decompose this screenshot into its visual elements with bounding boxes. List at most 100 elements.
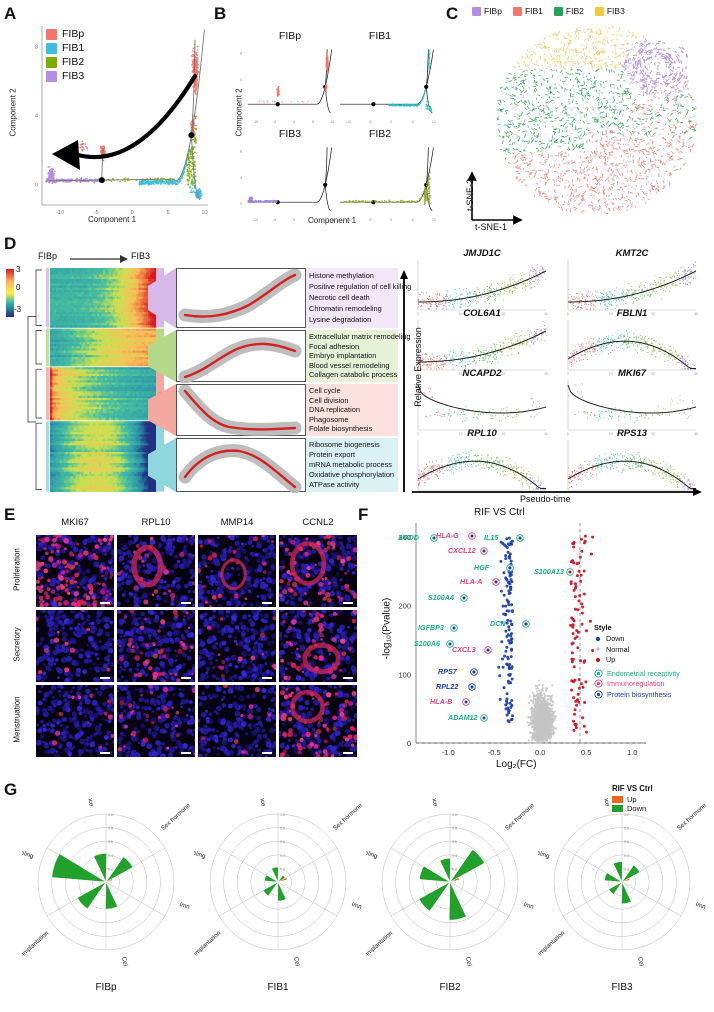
legend-label-fib3: FIB3 (606, 6, 625, 16)
panel-c-letter: C (446, 4, 459, 23)
panel-a-letter: A (4, 4, 17, 23)
svg-text:4: 4 (240, 78, 242, 82)
legend-item-up: Up (594, 655, 680, 664)
svg-text:0: 0 (390, 218, 392, 222)
immunofluorescence-image (117, 535, 195, 607)
cluster-trend-plot-3 (176, 384, 306, 436)
rose-chart-fibp: 0.20.40.60.81.0SenescenceSex hormone sig… (22, 798, 190, 966)
legend-swatch-down (612, 805, 623, 812)
gene-grid-ylabel: Relative Expression (413, 327, 423, 407)
legend-swatch-fib2 (46, 56, 57, 68)
rose-chart-fib1: 0.20.40.60.81.0SenescenceSex hormone sig… (194, 798, 362, 966)
immunofluorescence-image (36, 610, 114, 682)
pseudotime-heatmap: 1234 (27, 268, 164, 492)
scale-bar (181, 602, 191, 604)
go-term: Protein export (309, 450, 356, 460)
svg-text:10: 10 (201, 210, 207, 216)
panel-a: A -10 -5 0 5 10 0 4 8 FIBp FIB1 FIB2 FIB3 Co (0, 0, 215, 232)
panel-a-xlabel: Component 1 (88, 215, 137, 224)
legend-swatch-fib2 (553, 6, 563, 16)
volcano-gene-label: S100A13 (534, 567, 564, 576)
volcano-gene-label: HLA-G (436, 531, 459, 540)
svg-text:-10: -10 (253, 218, 258, 222)
legend-label-fib2: FIB2 (62, 56, 85, 68)
gene-plot-title: MKI67 (618, 368, 646, 379)
go-term: Necrotic cell death (309, 293, 370, 303)
panel-f-title: RIF VS Ctrl (474, 507, 525, 518)
volcano-gene-label: RPS7 (438, 667, 457, 676)
go-term: Extracellular matrix remodeling (309, 331, 411, 341)
gene-expression-grid: 0 10 20 30 0 10 20 300 10 20 30 0 10 20 300 10 20 30 0 10 20… (417, 260, 698, 491)
svg-text:10: 10 (330, 218, 334, 222)
legend-item-fibp: FIBp (46, 28, 84, 40)
rose-chart-fib3: 0.20.40.60.81.0SenescenceSex hormone sig… (538, 798, 706, 966)
legend-swatch-up (612, 796, 623, 803)
svg-text:8: 8 (35, 45, 38, 51)
scale-bar (100, 602, 110, 604)
svg-text:5: 5 (412, 120, 414, 124)
heatmap-start-label: FIBp (38, 251, 58, 261)
pseudotime-axis-arrow (412, 488, 702, 496)
rose-chart-label: FIB2 (439, 982, 461, 993)
svg-text:4: 4 (240, 176, 242, 180)
go-term: Cell division (309, 395, 349, 405)
cluster-trend-plot-1 (176, 268, 306, 328)
gene-plot-title: RPS13 (616, 428, 648, 439)
svg-text:4: 4 (35, 114, 38, 120)
cluster-trend-plot-4 (176, 438, 306, 493)
panel-f-xlabel: Log₂(FC) (496, 759, 537, 770)
immunofluorescence-image (36, 685, 114, 757)
svg-text:0: 0 (390, 120, 392, 124)
immunofluorescence-image (279, 610, 357, 682)
legend-item-normal: Normal (594, 645, 680, 654)
cluster-connector-1 (148, 268, 176, 328)
cluster-go-terms-3: Cell cycle Cell division DNA replication Ph… (306, 384, 398, 436)
gene-plot-title: NCAPD2 (462, 368, 502, 379)
panel-g-letter: G (4, 780, 18, 799)
volcano-gene-label: CXCL3 (452, 645, 476, 654)
scale-bar (343, 752, 353, 754)
cluster-connector-3 (148, 384, 176, 436)
volcano-gene-label: IL15 (484, 533, 499, 542)
panel-b-plots: -10 -5 0 5 10 0 4 8 -10 -5 0 5 10 -10 -5 0 5 10 0 4 8 -10 -5 0 5… (240, 49, 436, 222)
svg-text:10: 10 (330, 120, 334, 124)
panel-f-legend: Style Down Normal Up Endometrial recepti… (594, 623, 680, 700)
panel-d-letter: D (4, 234, 17, 253)
legend-item-fibp: FIBp (472, 6, 502, 16)
panel-e-column-title: MMP14 (220, 517, 254, 528)
svg-text:-5: -5 (273, 218, 276, 222)
panel-e-row-label: Proliferation (12, 548, 22, 591)
legend-label-up: Up (627, 795, 637, 804)
heatmap-direction-arrow (70, 255, 128, 263)
panel-e-row-label: Menstruation (12, 696, 22, 743)
panel-c-xlabel: t-SNE-1 (475, 222, 508, 232)
dot-icon (595, 657, 601, 662)
panel-e-column-title: RPL10 (141, 517, 171, 528)
panel-g-legend: RIF VS Ctrl Up Down (612, 784, 653, 813)
svg-text:8: 8 (240, 150, 242, 154)
svg-text:0: 0 (293, 218, 295, 222)
cluster-connector-4 (148, 438, 176, 492)
svg-text:10: 10 (432, 120, 436, 124)
go-term: Phagosome (309, 414, 349, 424)
legend-swatch-fib1 (512, 6, 522, 16)
legend-item-receptivity: Endometrial receptivity (594, 669, 680, 678)
svg-text:-10: -10 (253, 120, 258, 124)
panel-e-row-label: Secretory (12, 627, 22, 662)
go-term: Histone methylation (309, 270, 374, 280)
panel-c-legend: FIBp FIB1 FIB2 FIB3 (472, 6, 625, 16)
panel-a-ylabel: Component 2 (8, 88, 18, 137)
volcano-gene-label: ADAM12 (448, 713, 478, 722)
panel-b-title-fib3: FIB3 (278, 128, 302, 140)
colorbar-tick-high: 3 (16, 265, 21, 274)
legend-swatch-fibp (46, 28, 57, 40)
go-term: Cell cycle (309, 385, 341, 395)
gene-plot-title: RPL10 (467, 428, 497, 439)
svg-text:-5: -5 (94, 210, 99, 216)
legend-item-biosynthesis: Protein biosynthesis (594, 690, 680, 699)
svg-text:5: 5 (167, 210, 170, 216)
gene-plot-title: COL6A1 (463, 308, 501, 319)
legend-item-fib2: FIB2 (553, 6, 584, 16)
cluster-go-terms-2: Extracellular matrix remodeling Focal adh… (306, 330, 411, 382)
